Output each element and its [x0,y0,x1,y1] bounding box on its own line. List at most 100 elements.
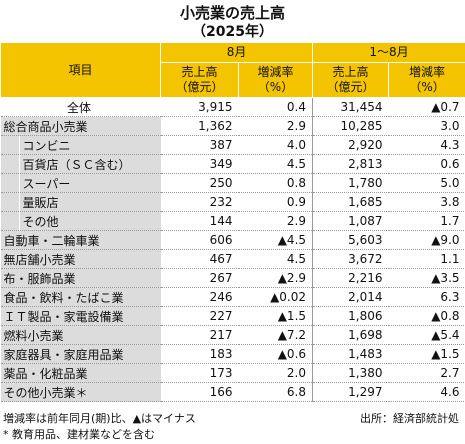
cell: 5.0 [388,173,465,193]
cell: 3,672 [312,249,389,269]
cell: 144 [160,211,239,231]
table-row: 無店舗小売業 467 4.5 3,672 1.1 [0,249,465,269]
cell: 0.8 [238,173,313,193]
cell: 1.7 [388,211,465,231]
column-header-line: （%） [257,80,294,94]
cell: 0.4 [238,97,313,117]
cell: 31,454 [312,97,389,117]
cell: ▲5.4 [388,325,465,345]
column-header-line: 増減率 [409,65,446,79]
table-row: 布・服飾品業 267 ▲2.9 2,216 ▲3.5 [0,268,465,288]
table-row: 燃料小売業 217 ▲7.2 1,698 ▲5.4 [0,325,465,345]
group-header: 1～8月 [312,42,465,63]
column-header-line: 売上高 [332,65,369,79]
column-header-line: 売上高 [181,65,218,79]
cell: 1,780 [312,173,389,193]
column-header-line: （%） [409,80,445,94]
row-label: 無店舗小売業 [0,249,161,269]
table-row: コンビニ 387 4.0 2,920 4.3 [0,135,465,155]
cell: 1,806 [312,306,389,326]
cell: ▲0.8 [388,306,465,326]
cell: 1,380 [312,363,389,383]
row-label: その他小売業＊ [0,382,161,402]
row-label: 百貨店（ＳＣ含む） [0,154,161,174]
cell: 1,685 [312,192,389,212]
table-row: 家庭器具・家庭用品業 183 ▲0.6 1,483 ▲1.5 [0,344,465,364]
cell: 246 [160,287,239,307]
row-label: 燃料小売業 [0,325,161,345]
cell: ▲9.0 [388,230,465,250]
cell: 2.7 [388,363,465,383]
cell: 606 [160,230,239,250]
row-label: スーパー [0,173,161,193]
cell: 10,285 [312,116,389,136]
table-row: 量販店 232 0.9 1,685 3.8 [0,192,465,212]
row-label: 家庭器具・家庭用品業 [0,344,161,364]
table-row: ＩＴ製品・家電設備業 227 ▲1.5 1,806 ▲0.8 [0,306,465,326]
cell: 467 [160,249,239,269]
cell: ▲3.5 [388,268,465,288]
cell: ▲0.7 [388,97,465,117]
column-header-line: （億元） [175,80,224,94]
cell: 3.0 [388,116,465,136]
cell: 1,087 [312,211,389,231]
row-label: 薬品・化粧品業 [0,363,161,383]
table-row: 薬品・化粧品業 173 2.0 1,380 2.7 [0,363,465,383]
cell: 0.9 [238,192,313,212]
row-label: 食品・飲料・たばこ業 [0,287,161,307]
cell: 2.0 [238,363,313,383]
item-header: 項目 [0,42,161,98]
table-row: 食品・飲料・たばこ業 246 ▲0.02 2,014 6.3 [0,287,465,307]
sales-table: 項目 8月 1～8月 売上高 （億元） 増減率 （%） 売上高 （億元） 増減率 （%） 全体… [0,42,465,402]
cell: 6.3 [388,287,465,307]
cell: 4.5 [238,249,313,269]
row-label: コンビニ [0,135,161,155]
row-label: 自動車・二輪車業 [0,230,161,250]
cell: ▲0.6 [238,344,313,364]
cell: 349 [160,154,239,174]
note: * 教育用品、建材業などを含む [3,428,155,441]
row-label: その他 [0,211,161,231]
table-row: 総合商品小売業 1,362 2.9 10,285 3.0 [0,116,465,136]
cell: 387 [160,135,239,155]
cell: 2.9 [238,211,313,231]
cell: 217 [160,325,239,345]
cell: 2.9 [238,116,313,136]
column-header-line: 増減率 [257,65,294,79]
cell: 267 [160,268,239,288]
cell: ▲7.2 [238,325,313,345]
column-header-line: （億元） [326,80,375,94]
cell: 0.6 [388,154,465,174]
note: 増減率は前年同月(期)比、▲はマイナス [3,412,196,425]
row-label: 総合商品小売業 [0,116,161,136]
cell: 250 [160,173,239,193]
cell: 2,014 [312,287,389,307]
table-row: その他 144 2.9 1,087 1.7 [0,211,465,231]
cell: 1,362 [160,116,239,136]
table-row: 自動車・二輪車業 606 ▲4.5 5,603 ▲9.0 [0,230,465,250]
cell: ▲4.5 [238,230,313,250]
column-header: 売上高 （億元） [312,62,390,98]
table-row: スーパー 250 0.8 1,780 5.0 [0,173,465,193]
cell: ▲2.9 [238,268,313,288]
cell: 173 [160,363,239,383]
group-header: 8月 [159,42,314,63]
title: 小売業の売上高 [179,4,285,22]
cell: 5,603 [312,230,389,250]
cell: 227 [160,306,239,326]
row-label: ＩＴ製品・家電設備業 [0,306,161,326]
cell: 4.3 [388,135,465,155]
column-header: 増減率 （%） [388,62,465,98]
subtitle: （2025年） [192,24,273,40]
cell: 183 [160,344,239,364]
cell: 1,698 [312,325,389,345]
cell: 6.8 [238,382,313,402]
source: 出所：経済部統計処 [360,412,459,425]
cell: 1.1 [388,249,465,269]
cell: 1,483 [312,344,389,364]
cell: 4.0 [238,135,313,155]
cell: 3.8 [388,192,465,212]
table-row: 百貨店（ＳＣ含む） 349 4.5 2,813 0.6 [0,154,465,174]
column-header: 売上高 （億元） [160,62,239,98]
